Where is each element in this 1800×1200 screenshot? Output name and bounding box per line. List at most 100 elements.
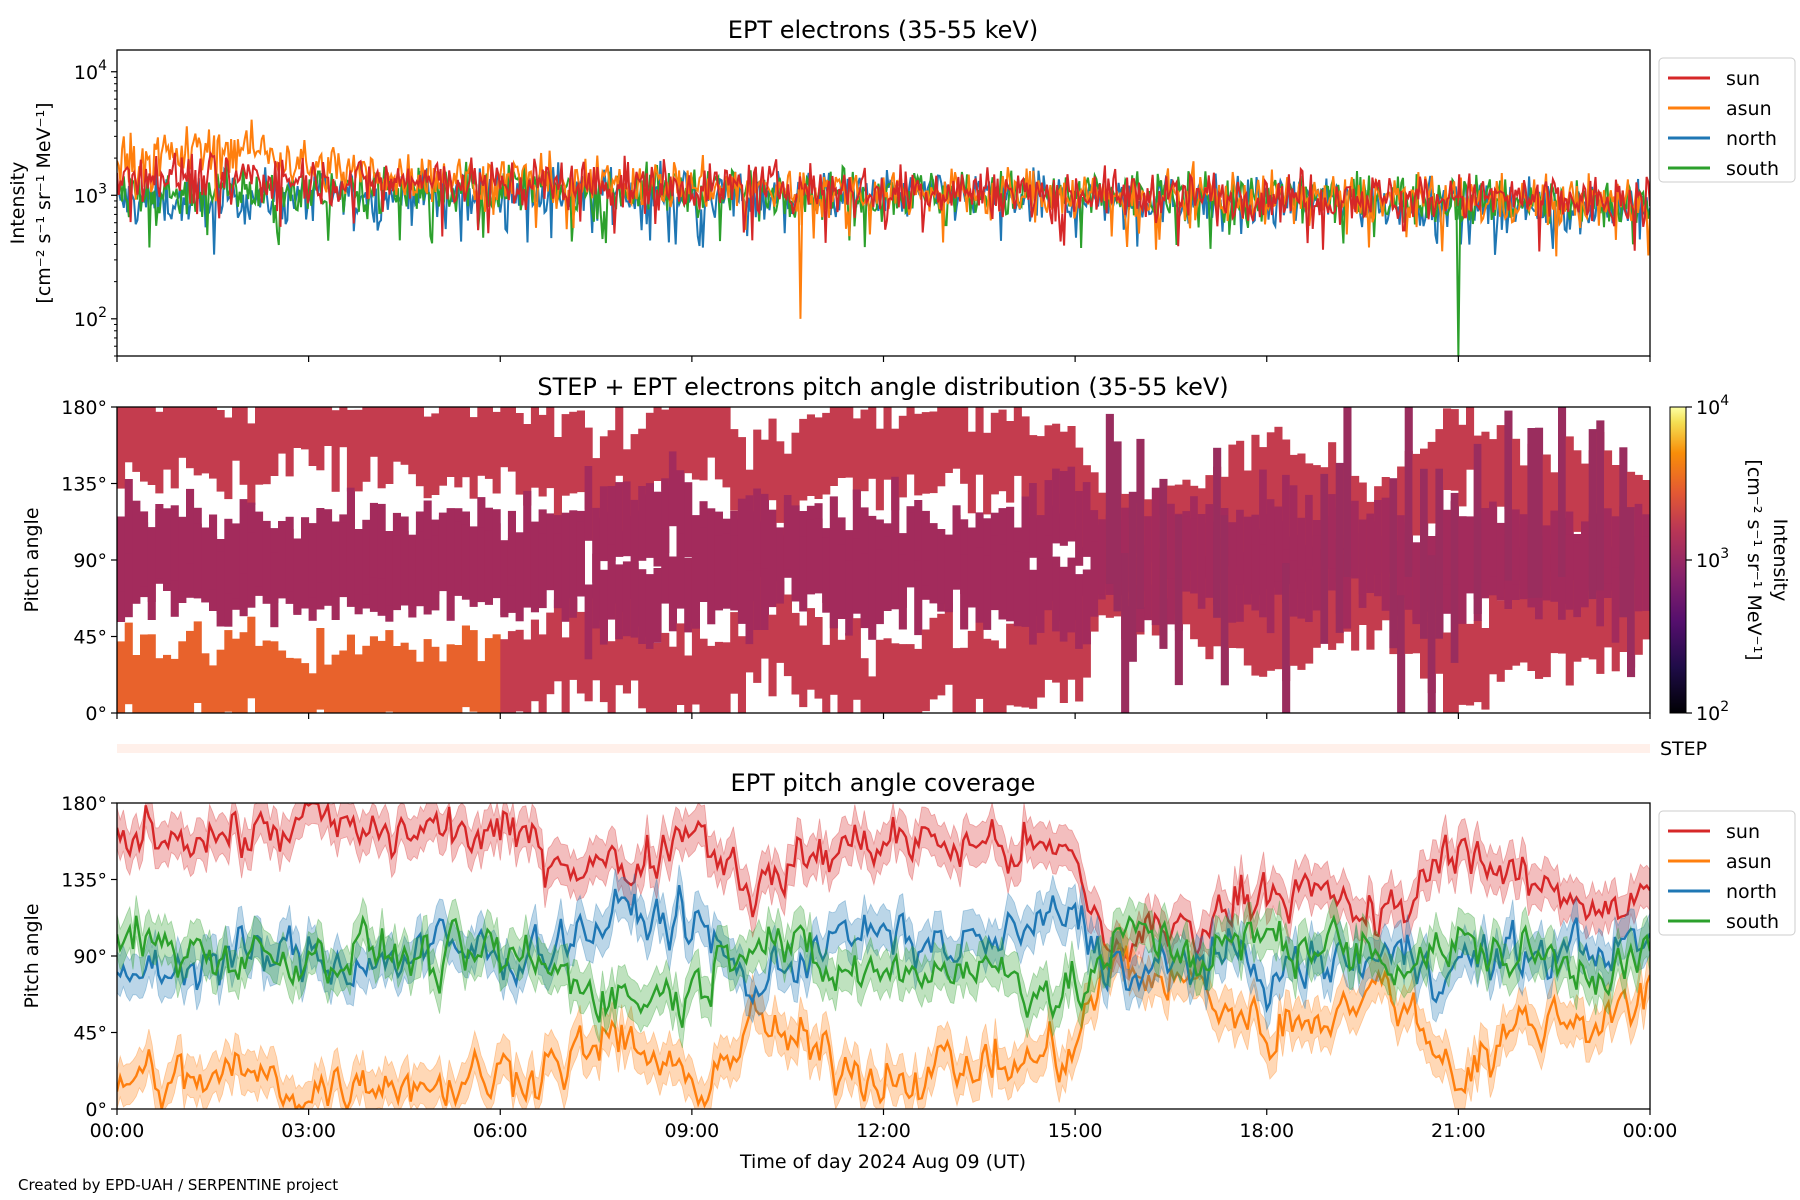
heatmap-cell (270, 407, 279, 476)
heatmap-cell (308, 673, 317, 713)
heatmap-cell (484, 407, 493, 479)
heatmap-cell (1259, 469, 1268, 545)
heatmap-cell (569, 598, 578, 680)
heatmap-cell (469, 630, 478, 712)
heatmap-cell (691, 622, 700, 705)
heatmap-cell (1059, 566, 1068, 642)
colorbar-tick-label: 104 (1696, 393, 1729, 419)
heatmap-cell (178, 641, 187, 713)
heatmap-cell (339, 650, 348, 713)
heatmap-cell (937, 529, 946, 604)
heatmap-cell (1634, 536, 1643, 612)
heatmap-cell (661, 409, 670, 492)
heatmap-cell (285, 407, 294, 477)
heatmap-cell (538, 533, 547, 609)
heatmap-cell (753, 488, 762, 564)
heatmap-cell (599, 436, 608, 518)
x-tick-label: 03:00 (281, 1120, 336, 1142)
heatmap-cell (1573, 580, 1582, 662)
heatmap-cell (431, 535, 440, 611)
heatmap-cell (178, 407, 187, 458)
heatmap-cell (776, 528, 785, 604)
heatmap-cell (1052, 468, 1061, 544)
heatmap-cell (898, 554, 907, 630)
heatmap-cell (1282, 474, 1291, 550)
heatmap-cell (186, 407, 195, 469)
heatmap-cell (599, 569, 608, 645)
heatmap-cell (937, 407, 946, 487)
heatmap-cell (1435, 468, 1444, 639)
heatmap-cell (316, 628, 325, 710)
legend-label-south: south (1726, 158, 1779, 180)
heatmap-cell (653, 642, 662, 713)
heatmap-cell (868, 565, 877, 640)
heatmap-cell (423, 500, 432, 576)
heatmap-cell (699, 527, 708, 602)
heatmap-cell (768, 509, 777, 585)
heatmap-cell (967, 527, 976, 603)
heatmap-cell (1443, 408, 1452, 490)
heatmap-cell (423, 539, 432, 615)
heatmap-cell (469, 417, 478, 499)
heatmap-cell (1159, 478, 1168, 649)
heatmap-cell (1466, 407, 1475, 470)
heatmap-cell (1121, 507, 1130, 583)
heatmap-cell (730, 535, 739, 611)
heatmap-cell (760, 439, 769, 522)
heatmap-cell (377, 407, 386, 489)
heatmap-cell (178, 516, 187, 592)
heatmap-cell (1251, 434, 1260, 517)
heatmap-cell (714, 535, 723, 611)
heatmap-cell (538, 634, 547, 713)
heatmap-cell (1259, 542, 1268, 618)
heatmap-cell (1458, 623, 1467, 705)
heatmap-cell (1243, 516, 1252, 592)
heatmap-cell (316, 407, 325, 471)
heatmap-cell (753, 429, 762, 512)
heatmap-cell (638, 428, 647, 511)
heatmap-cell (607, 430, 616, 512)
heatmap-cell (1596, 592, 1605, 674)
heatmap-cell (155, 658, 164, 713)
heatmap-cell (730, 429, 739, 511)
heatmap-cell (668, 556, 677, 632)
heatmap-cell (140, 634, 149, 713)
heatmap-cell (362, 407, 371, 482)
heatmap-cell (1151, 487, 1160, 563)
heatmap-cell (990, 640, 999, 713)
legend-label-asun: asun (1726, 98, 1772, 120)
panel-intensity: EPT electrons (35-55 keV) 104 103 102 Inte… (7, 16, 1796, 362)
heatmap-cell (1205, 577, 1214, 660)
heatmap-cell (423, 639, 432, 713)
heatmap-cell (1251, 594, 1260, 676)
heatmap-cell (1519, 514, 1528, 589)
heatmap-cell (408, 649, 417, 713)
heatmap-cell (753, 601, 762, 683)
heatmap-cell (1274, 506, 1283, 582)
heatmap-cell (163, 654, 172, 713)
heatmap-cell (714, 407, 723, 480)
heatmap-cell (1289, 485, 1298, 561)
panel2-ylabel: Pitch angle (21, 507, 43, 612)
heatmap-cell (592, 507, 601, 583)
heatmap-cell (530, 619, 539, 702)
heatmap-cell (1374, 500, 1383, 575)
heatmap-cell (362, 645, 371, 713)
heatmap-cell (301, 407, 310, 450)
heatmap-cell (1542, 454, 1551, 537)
heatmap-cell (1542, 595, 1551, 678)
heatmap-cell (553, 533, 562, 609)
heatmap-cell (1059, 471, 1068, 546)
heatmap-cell (1282, 563, 1291, 713)
heatmap-cell (492, 411, 501, 494)
heatmap-cell (1466, 623, 1475, 706)
heatmap-cell (247, 532, 256, 608)
heatmap-cell (592, 598, 601, 681)
heatmap-cell (1504, 588, 1513, 670)
heatmap-cell (837, 544, 846, 619)
heatmap-cell (921, 629, 930, 712)
heatmap-cell (546, 612, 555, 695)
heatmap-cell (975, 617, 984, 699)
heatmap-cell (1535, 597, 1544, 679)
heatmap-cell (239, 499, 248, 574)
